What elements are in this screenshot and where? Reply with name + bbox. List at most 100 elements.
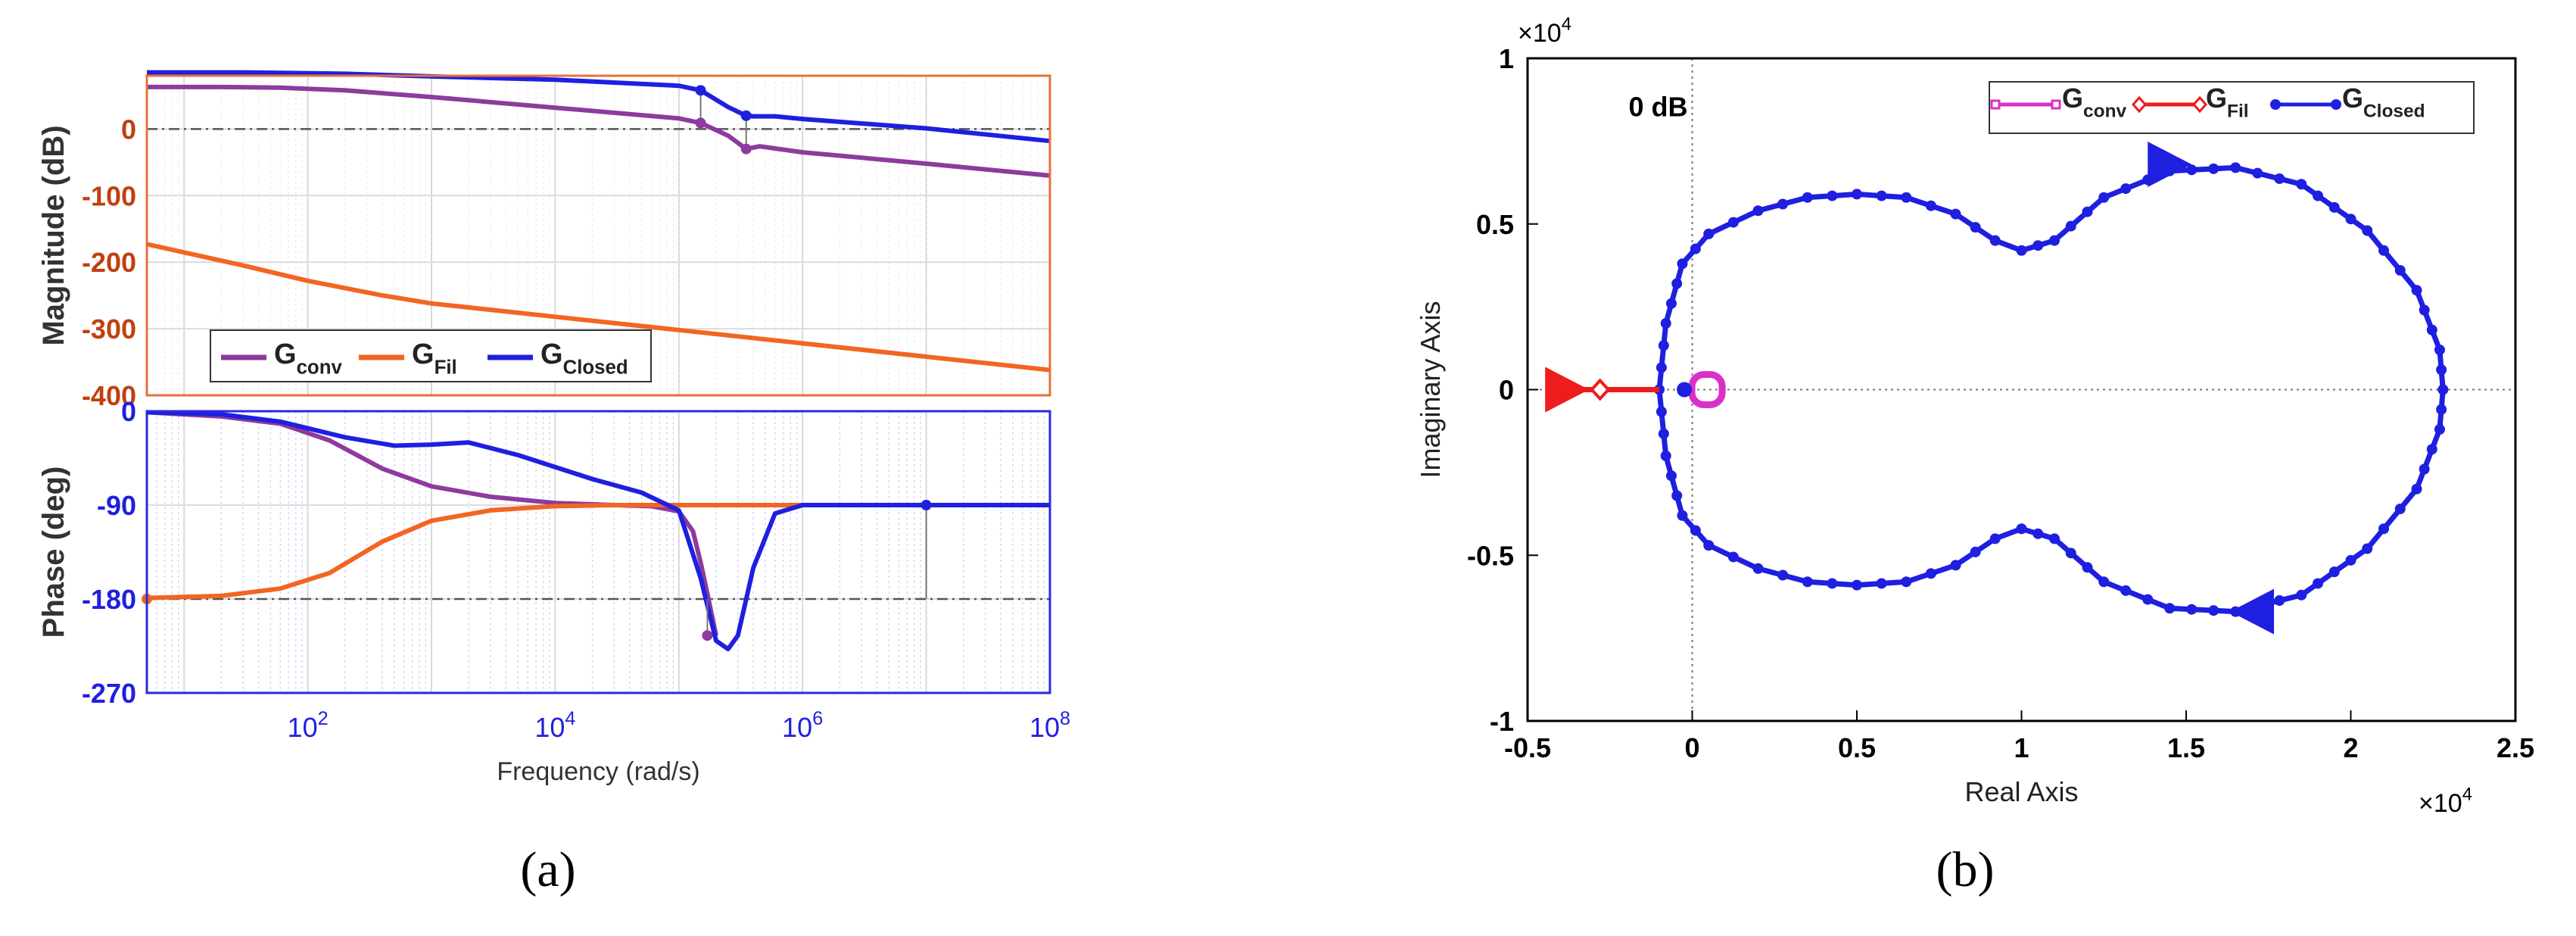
nyquist-marker xyxy=(2120,183,2132,195)
nyquist-marker xyxy=(2186,604,2198,615)
y-tick-label: -300 xyxy=(82,314,136,345)
nyquist-marker xyxy=(1677,510,1688,521)
nyquist-marker xyxy=(1989,235,2001,246)
data-marker xyxy=(740,143,752,154)
y-axis-label: Magnitude (dB) xyxy=(37,125,70,345)
legend-label: GFil xyxy=(412,339,457,378)
nyquist-marker xyxy=(1852,579,1862,591)
nyquist-marker xyxy=(2065,548,2076,559)
nyquist-marker xyxy=(2016,245,2027,256)
y-axis-multiplier: ×104 xyxy=(1518,14,1571,48)
nyquist-marker xyxy=(2120,585,2132,596)
nyquist-marker xyxy=(1703,540,1715,551)
nyquist-marker xyxy=(1589,378,1611,401)
y-tick-label: -200 xyxy=(82,247,136,278)
nyquist-marker xyxy=(2049,235,2060,246)
x-tick-label: 2 xyxy=(2343,732,2358,763)
nyquist-marker xyxy=(1752,205,1764,217)
nyquist-marker xyxy=(1970,546,1981,557)
nyquist-marker xyxy=(1802,192,1813,203)
nyquist-marker xyxy=(2434,424,2445,435)
nyquist-marker xyxy=(2098,576,2110,588)
nyquist-marker xyxy=(1658,340,1669,351)
nyquist-marker xyxy=(1950,560,1961,571)
nyquist-marker xyxy=(1925,568,1936,579)
legend-marker xyxy=(2131,95,2148,114)
nyquist-marker xyxy=(1660,318,1671,329)
nyquist-marker xyxy=(1827,190,1838,201)
nyquist-marker xyxy=(1852,189,1862,200)
legend-label: GClosed xyxy=(540,339,628,378)
nyquist-marker xyxy=(1671,490,1683,501)
y-tick-label: -100 xyxy=(82,180,136,211)
y-tick-label: -0.5 xyxy=(1467,540,1514,571)
nyquist-marker xyxy=(1970,222,1981,233)
nyquist-marker xyxy=(2437,384,2449,395)
nyquist-marker xyxy=(2296,589,2307,601)
nyquist-marker xyxy=(1690,525,1701,536)
nyquist-marker xyxy=(1656,406,1667,417)
nyquist-marker xyxy=(1827,578,1838,589)
y-tick-label: 0 xyxy=(121,396,136,427)
y-tick-label: 0.5 xyxy=(1476,209,1514,240)
nyquist-marker xyxy=(2362,225,2373,236)
legend-label: GFil xyxy=(2206,83,2249,122)
x-axis-label: Real Axis xyxy=(1964,776,2078,807)
x-tick-label: 104 xyxy=(534,708,575,743)
panel-label-b: (b) xyxy=(1936,842,1995,897)
nyquist-marker xyxy=(1665,470,1677,482)
nyquist-marker xyxy=(2345,554,2356,566)
plot-frame xyxy=(145,410,1051,694)
nyquist-marker xyxy=(2186,164,2198,176)
nyquist-marker xyxy=(2328,566,2340,578)
nyquist-marker xyxy=(2345,214,2356,225)
legend-label: GClosed xyxy=(2342,83,2425,122)
nyquist-marker xyxy=(2032,528,2044,539)
nyquist-marker xyxy=(1777,569,1789,581)
nyquist-marker xyxy=(2394,265,2406,276)
direction-arrow xyxy=(1545,367,1590,413)
series-line xyxy=(146,503,1050,601)
nyquist-marker xyxy=(2411,483,2422,495)
direction-arrow xyxy=(2230,588,2274,635)
x-tick-label: 0 xyxy=(1684,732,1699,763)
y-tick-label: 0 xyxy=(1499,375,1514,406)
nyquist-marker xyxy=(1660,451,1671,461)
nyquist-marker xyxy=(1876,190,1887,201)
nyquist-marker xyxy=(2230,162,2241,173)
legend-marker xyxy=(2051,99,2061,110)
nyquist-marker xyxy=(2328,201,2340,213)
nyquist-marker xyxy=(2098,192,2110,203)
nyquist-marker xyxy=(2362,543,2373,554)
x-tick-label: 2.5 xyxy=(2497,732,2534,763)
nyquist-marker xyxy=(2394,504,2406,514)
data-marker xyxy=(740,110,752,121)
nyquist-marker xyxy=(1656,362,1667,373)
y-tick-label: -270 xyxy=(82,678,136,709)
series-line xyxy=(146,242,1051,373)
phase-plot: 0 -90 -180 -270 Phase (deg) 102 104 106 108 Frequ… xyxy=(37,396,1070,786)
legend-label: Gconv xyxy=(274,339,342,378)
nyquist-marker xyxy=(1901,576,1912,588)
nyquist-marker xyxy=(2378,245,2389,256)
nyquist-marker xyxy=(2049,533,2060,544)
y-axis-label: Phase (deg) xyxy=(37,466,70,638)
nyquist-marker xyxy=(2252,167,2263,179)
x-tick-label: 106 xyxy=(782,708,823,743)
nyquist-marker xyxy=(1690,243,1701,254)
nyquist-marker xyxy=(2065,220,2076,232)
y-tick-label: -90 xyxy=(97,490,136,521)
legend-box xyxy=(210,329,652,382)
nyquist-marker xyxy=(1658,428,1669,439)
legend-label: Gconv xyxy=(2062,83,2127,122)
nyquist-marker xyxy=(2378,523,2389,535)
nyquist-marker xyxy=(2032,240,2044,251)
direction-arrow xyxy=(2148,142,2192,187)
nyquist-marker xyxy=(2082,562,2093,573)
data-marker xyxy=(695,85,706,96)
y-tick-label: -180 xyxy=(82,584,136,615)
nyquist-marker xyxy=(2411,285,2422,296)
nyquist-marker xyxy=(2274,173,2285,184)
